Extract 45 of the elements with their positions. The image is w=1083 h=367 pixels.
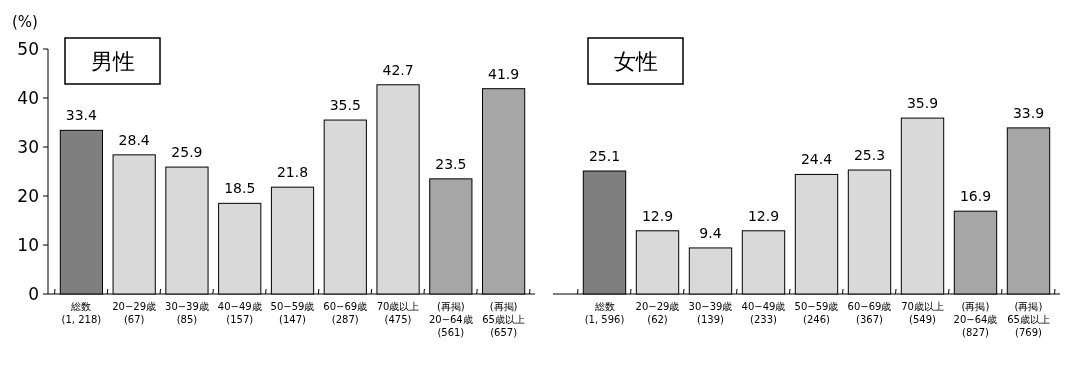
- y-axis-title: (%): [12, 13, 38, 31]
- x-tick-label: 20−29歳 (62): [635, 301, 680, 325]
- data-label: 35.5: [329, 97, 361, 114]
- y-tick-label: 10: [17, 235, 39, 255]
- chart-title: 女性: [613, 49, 658, 74]
- data-label: 16.9: [959, 188, 992, 205]
- data-label: 28.4: [118, 131, 150, 148]
- x-tick-label: 30−39歳 (139): [688, 301, 733, 325]
- x-tick-label: 総数 (1, 596): [584, 301, 625, 325]
- data-label: 35.9: [906, 95, 939, 112]
- x-tick-label: 70歳以上 (549): [901, 301, 944, 325]
- y-tick-label: 30: [17, 137, 39, 157]
- x-tick-label: 30−39歳 (85): [165, 301, 209, 325]
- x-tick-label: 70歳以上 (475): [376, 301, 420, 325]
- x-tick-label: (再掲) 65歳以上 (657): [482, 301, 525, 338]
- data-label: 25.1: [588, 148, 621, 165]
- y-tick-label: 50: [17, 39, 39, 59]
- data-label: 25.3: [853, 147, 886, 164]
- x-tick-label: 60−69歳 (287): [323, 301, 368, 325]
- data-label: 21.8: [276, 164, 309, 181]
- chart-title: 男性: [90, 49, 135, 74]
- x-tick-label: (再掲) 65歳以上 (769): [1007, 301, 1050, 338]
- y-tick-label: 0: [28, 284, 39, 304]
- x-tick-label: 50−59歳 (147): [270, 301, 315, 325]
- x-tick-label: (再掲) 20−64歳 (561): [428, 301, 473, 338]
- x-tick-label: 20−29歳 (67): [112, 301, 157, 325]
- data-label: 23.5: [435, 155, 467, 172]
- data-label: 33.4: [65, 107, 98, 124]
- data-label: 25.9: [171, 144, 203, 161]
- data-label: 33.9: [1012, 104, 1045, 121]
- x-tick-label: 50−59歳 (246): [794, 301, 839, 325]
- x-tick-label: 40−49歳 (157): [217, 301, 262, 325]
- data-label: 42.7: [382, 61, 414, 78]
- x-tick-label: 60−69歳 (367): [847, 301, 892, 325]
- y-tick-label: 40: [17, 88, 39, 108]
- data-label: 18.5: [224, 180, 256, 197]
- x-tick-label: 40−49歳 (233): [741, 301, 786, 325]
- data-label: 24.4: [800, 151, 833, 168]
- data-label: 41.9: [488, 65, 520, 82]
- x-tick-label: 総数 (1, 218): [61, 301, 102, 325]
- data-label: 12.9: [641, 207, 674, 224]
- x-tick-label: (再掲) 20−64歳 (827): [953, 301, 998, 338]
- y-tick-label: 20: [17, 186, 39, 206]
- data-label: 9.4: [699, 224, 722, 241]
- data-label: 12.9: [747, 207, 780, 224]
